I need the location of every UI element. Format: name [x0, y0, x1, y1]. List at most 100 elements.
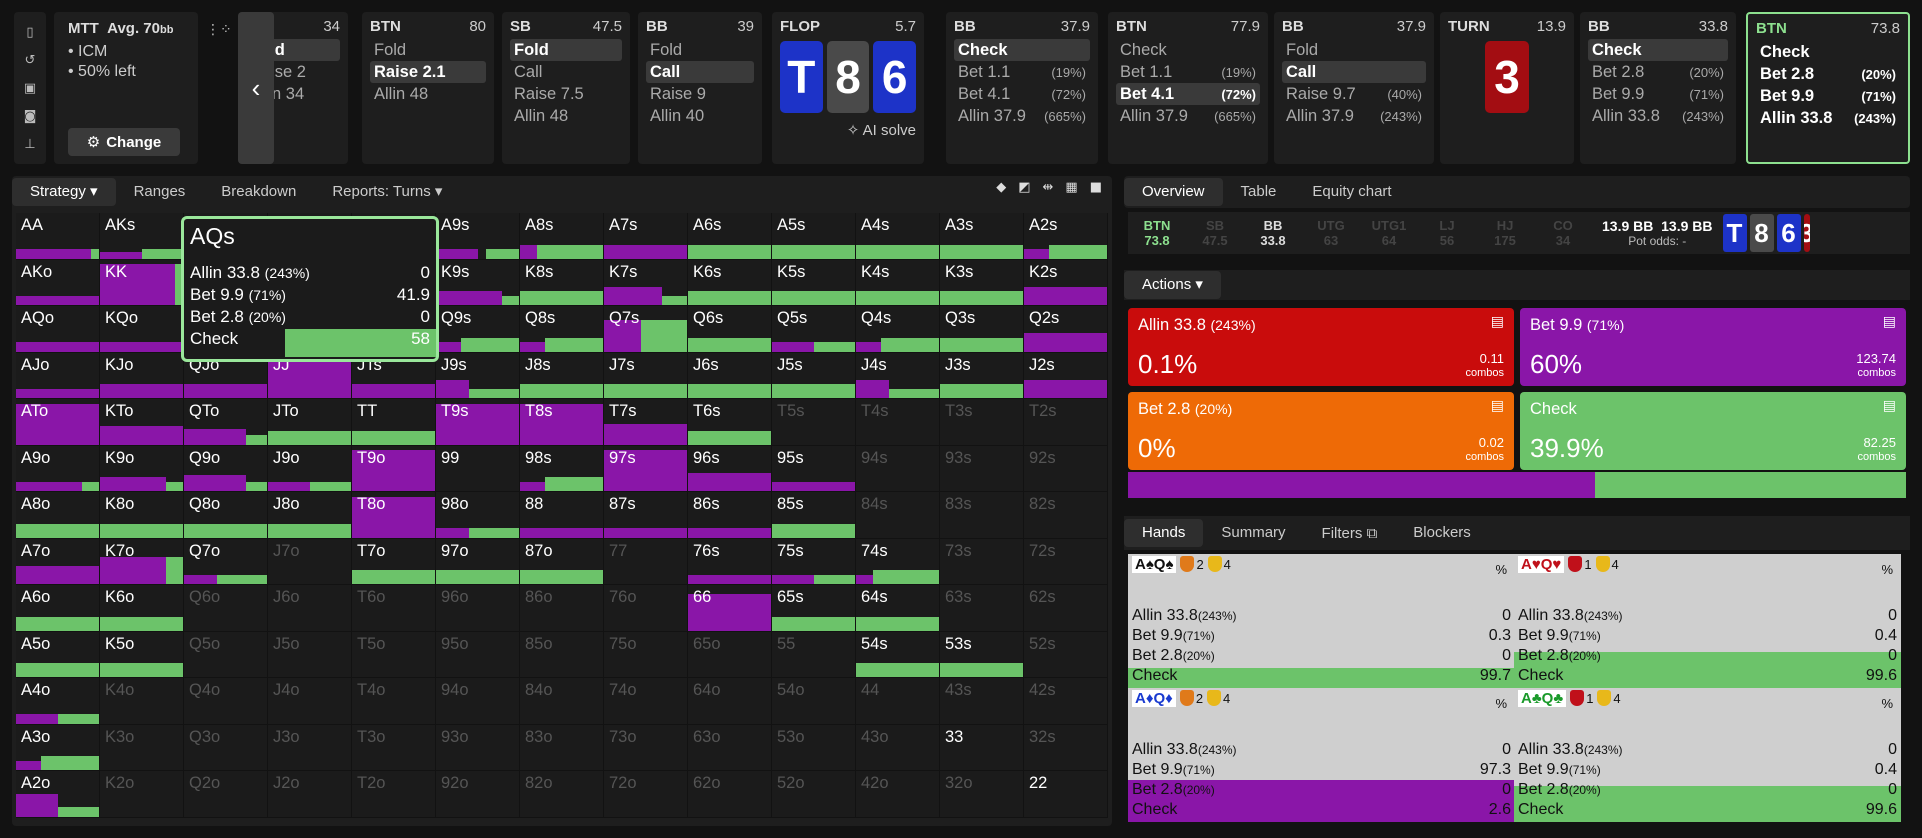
hand-cell-T5s[interactable]: T5s	[772, 399, 856, 446]
hand-cell-73s[interactable]: 73s	[940, 538, 1024, 585]
hand-cell-Q9s[interactable]: Q9s	[436, 306, 520, 353]
bookmark-icon[interactable]: ▯	[26, 24, 34, 40]
hand-cell-J2s[interactable]: J2s	[1024, 352, 1108, 399]
action-option[interactable]: Bet 2.8 (20%)	[1588, 61, 1728, 83]
hand-cell-K6s[interactable]: K6s	[688, 259, 772, 306]
hand-cell-ATo[interactable]: ATo	[16, 399, 100, 446]
hand-cell-92s[interactable]: 92s	[1024, 445, 1108, 492]
hand-cell-22[interactable]: 22	[1024, 771, 1108, 818]
hand-cell-J5o[interactable]: J5o	[268, 631, 352, 678]
hand-cell-Q7o[interactable]: Q7o	[184, 538, 268, 585]
hand-cell-A2s[interactable]: A2s	[1024, 213, 1108, 260]
tab-summary[interactable]: Summary	[1221, 524, 1286, 541]
hand-cell-32o[interactable]: 32o	[940, 771, 1024, 818]
cube-icon[interactable]: ◆	[996, 180, 1007, 195]
action-option[interactable]: Bet 1.1 (19%)	[954, 61, 1090, 83]
hand-cell-63o[interactable]: 63o	[688, 724, 772, 771]
hand-cell-A8s[interactable]: A8s	[520, 213, 604, 260]
hand-cell-T4o[interactable]: T4o	[352, 678, 436, 725]
hand-cell-T3s[interactable]: T3s	[940, 399, 1024, 446]
hand-cell-KK[interactable]: KK	[100, 259, 184, 306]
actions-dropdown[interactable]: Actions ▾	[1124, 271, 1221, 299]
hand-cell-Q2s[interactable]: Q2s	[1024, 306, 1108, 353]
hand-cell-43o[interactable]: 43o	[856, 724, 940, 771]
hand-cell-J8s[interactable]: J8s	[520, 352, 604, 399]
action-option[interactable]: Bet 9.9 (71%)	[1756, 85, 1900, 107]
hand-cell-62s[interactable]: 62s	[1024, 585, 1108, 632]
hand-cell-86o[interactable]: 86o	[520, 585, 604, 632]
tab-breakdown[interactable]: Breakdown	[221, 183, 297, 200]
hand-cell-AJo[interactable]: AJo	[16, 352, 100, 399]
hand-cell-A2o[interactable]: A2o	[16, 771, 100, 818]
hand-cell-44[interactable]: 44	[856, 678, 940, 725]
hand-cell-64s[interactable]: 64s	[856, 585, 940, 632]
hand-cell-K5o[interactable]: K5o	[100, 631, 184, 678]
gamepad-icon[interactable]: ◙	[23, 108, 37, 124]
hand-combo-card[interactable]: A♥Q♥ 1 4% Allin 33.8(243%) 0 Bet 9.9(71%) 0.4 B…	[1514, 554, 1901, 688]
hand-cell-T6s[interactable]: T6s	[688, 399, 772, 446]
hand-cell-J7s[interactable]: J7s	[604, 352, 688, 399]
action-option[interactable]: Fold	[646, 39, 754, 61]
hand-cell-54s[interactable]: 54s	[856, 631, 940, 678]
hand-combo-card[interactable]: A♠Q♠ 2 4% Allin 33.8(243%) 0 Bet 9.9(71%) 0.3 B…	[1128, 554, 1515, 688]
hand-cell-J6s[interactable]: J6s	[688, 352, 772, 399]
action-option[interactable]: Call	[510, 61, 622, 83]
hand-cell-98s[interactable]: 98s	[520, 445, 604, 492]
hand-cell-82s[interactable]: 82s	[1024, 492, 1108, 539]
hand-cell-T7o[interactable]: T7o	[352, 538, 436, 585]
save-icon[interactable]: ▣	[23, 80, 37, 96]
tab-blockers[interactable]: Blockers	[1413, 524, 1471, 541]
hand-cell-K8o[interactable]: K8o	[100, 492, 184, 539]
hand-cell-A3o[interactable]: A3o	[16, 724, 100, 771]
hand-cell-73o[interactable]: 73o	[604, 724, 688, 771]
hand-cell-Q8o[interactable]: Q8o	[184, 492, 268, 539]
hand-cell-K4s[interactable]: K4s	[856, 259, 940, 306]
position-bb[interactable]: BB 33.8	[1260, 218, 1286, 248]
hand-cell-55[interactable]: 55	[772, 631, 856, 678]
action-option[interactable]: Raise 2.1	[370, 61, 486, 83]
history-icon[interactable]: ↺	[24, 52, 36, 68]
hand-cell-A4s[interactable]: A4s	[856, 213, 940, 260]
hand-cell-95s[interactable]: 95s	[772, 445, 856, 492]
action-column-5[interactable]: BTN 77.9 Check Bet 1.1 (19%) Bet 4.1 (72%) Alli…	[1108, 12, 1268, 164]
hand-cell-T7s[interactable]: T7s	[604, 399, 688, 446]
tab-ranges[interactable]: Ranges	[133, 183, 186, 200]
action-option[interactable]: Check	[1116, 39, 1260, 61]
hand-cell-96s[interactable]: 96s	[688, 445, 772, 492]
tab-table[interactable]: Table	[1240, 183, 1277, 200]
action-option[interactable]: Raise 7.5	[510, 83, 622, 105]
action-option[interactable]: Bet 4.1 (72%)	[1116, 83, 1260, 105]
hand-cell-AQo[interactable]: AQo	[16, 306, 100, 353]
position-sb[interactable]: SB 47.5	[1202, 218, 1228, 248]
action-box-bet[interactable]: Bet 2.8 (20%) 0% 0.02 combos ▤	[1128, 392, 1514, 470]
hand-cell-K9s[interactable]: K9s	[436, 259, 520, 306]
hand-cell-K3s[interactable]: K3s	[940, 259, 1024, 306]
hand-cell-43s[interactable]: 43s	[940, 678, 1024, 725]
hand-cell-K7o[interactable]: K7o	[100, 538, 184, 585]
hand-cell-65s[interactable]: 65s	[772, 585, 856, 632]
hand-cell-83s[interactable]: 83s	[940, 492, 1024, 539]
action-option[interactable]: Allin 40	[646, 105, 754, 127]
hand-cell-65o[interactable]: 65o	[688, 631, 772, 678]
action-option[interactable]: Check	[954, 39, 1090, 61]
hand-cell-A7o[interactable]: A7o	[16, 538, 100, 585]
action-column-8[interactable]: BTN 73.8 Check Bet 2.8 (20%) Bet 9.9 (71%) Alli…	[1746, 12, 1910, 164]
hand-cell-J2o[interactable]: J2o	[268, 771, 352, 818]
hand-cell-A5o[interactable]: A5o	[16, 631, 100, 678]
position-hj[interactable]: HJ 175	[1494, 218, 1516, 248]
position-utg1[interactable]: UTG1 64	[1371, 218, 1407, 248]
hand-cell-T3o[interactable]: T3o	[352, 724, 436, 771]
hand-cell-JTo[interactable]: JTo	[268, 399, 352, 446]
action-option[interactable]: Call	[1282, 61, 1426, 83]
hand-cell-T6o[interactable]: T6o	[352, 585, 436, 632]
hand-cell-KQo[interactable]: KQo	[100, 306, 184, 353]
share-icon[interactable]: ⋮⁘	[206, 22, 232, 38]
tab-hands[interactable]: Hands	[1124, 519, 1204, 547]
action-option[interactable]: Bet 4.1 (72%)	[954, 83, 1090, 105]
hand-cell-T2s[interactable]: T2s	[1024, 399, 1108, 446]
hand-cell-A7s[interactable]: A7s	[604, 213, 688, 260]
hand-cell-99[interactable]: 99	[436, 445, 520, 492]
hand-cell-J3s[interactable]: J3s	[940, 352, 1024, 399]
hand-cell-97s[interactable]: 97s	[604, 445, 688, 492]
report-icon[interactable]: ▤	[1490, 398, 1504, 414]
